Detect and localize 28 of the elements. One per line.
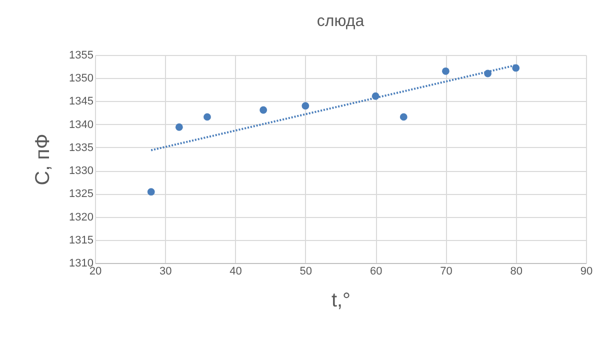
y-axis-title: C, пФ: [32, 134, 54, 186]
y-tick-label: 1355: [69, 50, 94, 62]
y-tick-label: 1340: [69, 118, 94, 131]
y-tick-label: 1330: [69, 165, 94, 178]
x-axis-title: t,°: [331, 290, 351, 312]
x-tick-label: 80: [510, 266, 522, 278]
x-tick-label: 90: [580, 266, 593, 278]
x-tick-label: 40: [230, 266, 242, 278]
point: [204, 113, 211, 121]
y-tick-label: 1335: [69, 142, 94, 154]
y-tick-label: 1315: [69, 234, 94, 246]
point: [147, 188, 155, 196]
point: [400, 113, 408, 121]
x-tick-label: 20: [89, 266, 102, 278]
point: [512, 64, 520, 72]
x-tick-label: 60: [370, 266, 382, 278]
point: [175, 123, 183, 131]
point: [302, 102, 310, 110]
y-tick-label: 1325: [69, 188, 94, 200]
x-tick-label: 70: [440, 266, 452, 278]
chart-title: слюда: [316, 13, 364, 30]
x-tick-label: 50: [300, 266, 312, 278]
point: [260, 106, 268, 114]
y-tick-label: 1350: [69, 72, 94, 85]
point: [442, 67, 450, 75]
y-tick-label: 1320: [69, 211, 94, 224]
x-tick-label: 30: [160, 266, 172, 278]
y-tick-label: 1345: [69, 96, 94, 108]
